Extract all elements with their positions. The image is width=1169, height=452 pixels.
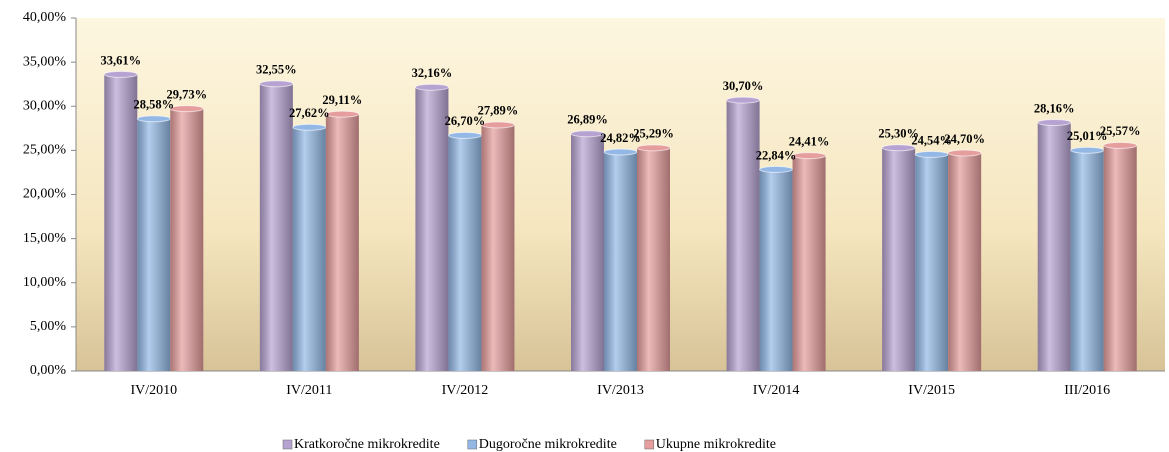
x-tick-label: IV/2011 xyxy=(286,383,332,398)
bar-top xyxy=(603,148,638,156)
bar-shine xyxy=(726,100,760,371)
data-label: 30,70% xyxy=(723,79,764,93)
y-tick-label: 10,00% xyxy=(23,275,67,290)
data-label: 26,70% xyxy=(445,114,486,128)
bar-top xyxy=(792,152,827,160)
bar-top xyxy=(947,149,982,157)
bar-top xyxy=(636,144,671,152)
data-label: 32,55% xyxy=(256,63,297,77)
bar-top xyxy=(570,130,605,138)
bar-shine xyxy=(415,87,449,372)
bar-shine xyxy=(1103,145,1137,371)
legend-swatch xyxy=(644,439,655,450)
bar-top xyxy=(136,115,171,123)
bar-shine xyxy=(1070,150,1104,371)
legend-label: Ukupne mikrokredite xyxy=(656,437,776,452)
x-tick-label: IV/2014 xyxy=(753,383,800,398)
bar-shine xyxy=(882,147,916,371)
bar-shine xyxy=(104,74,138,371)
bar-shine xyxy=(792,155,826,371)
bar-shine xyxy=(948,153,982,371)
data-label: 32,16% xyxy=(412,66,453,80)
data-label: 25,30% xyxy=(878,127,919,141)
bar-shine xyxy=(637,147,670,371)
bar-top xyxy=(259,80,294,88)
y-tick-label: 35,00% xyxy=(23,54,67,69)
bar-top xyxy=(414,83,449,91)
bar-top xyxy=(914,150,949,158)
data-label: 33,61% xyxy=(100,53,141,67)
bar-top xyxy=(292,123,327,131)
data-label: 28,16% xyxy=(1034,101,1075,115)
y-tick-label: 5,00% xyxy=(30,319,67,334)
bar-top xyxy=(1070,146,1105,154)
data-label: 24,82% xyxy=(600,131,641,145)
bar-shine xyxy=(759,169,793,371)
bar-shine xyxy=(292,127,326,371)
bar-top xyxy=(1037,118,1072,126)
x-tick-label: IV/2012 xyxy=(442,383,489,398)
y-tick-label: 20,00% xyxy=(23,187,67,202)
bar-top xyxy=(169,105,204,113)
data-label: 24,41% xyxy=(789,134,830,148)
y-tick-label: 0,00% xyxy=(30,363,67,378)
data-label: 29,73% xyxy=(166,88,207,102)
data-label: 22,84% xyxy=(756,148,797,162)
x-tick-label: III/2016 xyxy=(1064,383,1110,398)
data-label: 24,54% xyxy=(911,133,952,147)
bar-shine xyxy=(481,124,515,371)
bar-shine xyxy=(259,83,293,371)
bar-shine xyxy=(170,108,204,371)
bar-top xyxy=(480,121,515,129)
legend-swatch xyxy=(467,439,478,450)
legend-label: Dugoročne mikrokredite xyxy=(479,437,617,452)
bar-top xyxy=(103,70,138,78)
bar-top xyxy=(881,144,916,152)
legend-swatch xyxy=(282,439,293,450)
data-label: 29,11% xyxy=(322,93,362,107)
data-label: 25,29% xyxy=(633,127,674,141)
y-tick-label: 40,00% xyxy=(23,10,67,25)
data-label: 24,70% xyxy=(944,132,985,146)
bar-shine xyxy=(325,114,359,371)
y-tick-label: 25,00% xyxy=(23,143,67,158)
legend-label: Kratkoročne mikrokredite xyxy=(294,437,440,452)
data-label: 28,58% xyxy=(133,98,174,112)
data-label: 25,57% xyxy=(1100,124,1141,138)
data-label: 26,89% xyxy=(567,113,608,127)
bar-shine xyxy=(915,154,949,371)
bar-top xyxy=(759,165,794,173)
data-label: 25,01% xyxy=(1067,129,1108,143)
bar-shine xyxy=(604,151,637,371)
y-tick-label: 30,00% xyxy=(23,98,67,113)
bar-shine xyxy=(448,135,482,371)
bar-top xyxy=(726,96,761,104)
x-tick-label: IV/2010 xyxy=(130,383,177,398)
data-label: 27,62% xyxy=(289,106,330,120)
bar-shine xyxy=(571,133,604,371)
bar-top xyxy=(1103,141,1138,149)
data-label: 27,89% xyxy=(478,104,519,118)
x-tick-label: IV/2013 xyxy=(597,383,644,398)
bar-top xyxy=(447,131,482,139)
bar-top xyxy=(325,110,360,118)
bar-shine xyxy=(1037,122,1071,371)
y-tick-label: 15,00% xyxy=(23,231,67,246)
bar-shine xyxy=(137,118,171,372)
x-tick-label: IV/2015 xyxy=(908,383,955,398)
